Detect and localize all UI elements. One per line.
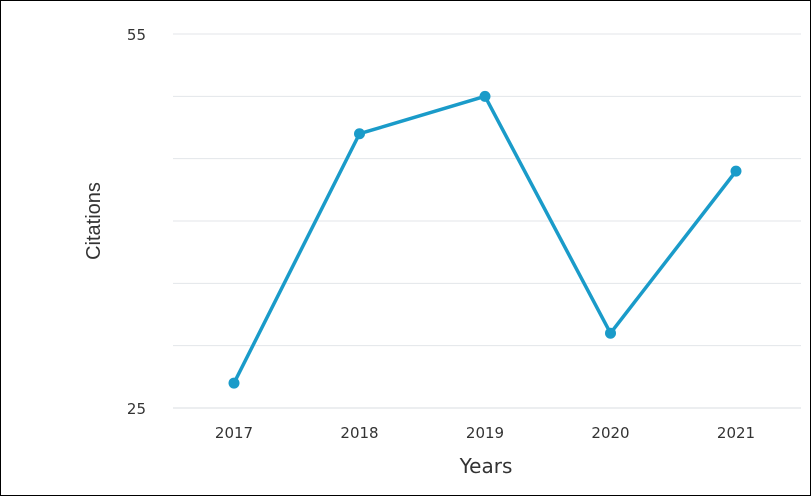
y-tick-label-top: 55 bbox=[127, 26, 146, 44]
data-point[interactable] bbox=[730, 165, 742, 177]
grid-lines bbox=[173, 33, 801, 409]
x-tick-label: 2021 bbox=[717, 424, 755, 442]
x-tick-label: 2020 bbox=[591, 424, 629, 442]
data-point[interactable] bbox=[228, 377, 240, 389]
x-tick-label: 2018 bbox=[340, 424, 378, 442]
data-point[interactable] bbox=[354, 128, 365, 140]
data-point[interactable] bbox=[479, 90, 491, 102]
series-group bbox=[228, 90, 742, 389]
x-tick-label: 2019 bbox=[466, 424, 504, 442]
y-axis-ticks: 55 25 bbox=[127, 26, 146, 418]
x-axis-title: Years bbox=[459, 454, 513, 478]
x-axis-ticks: 2017 2018 2019 2020 2021 bbox=[215, 424, 755, 442]
series-line bbox=[232, 94, 738, 385]
y-tick-label-bottom: 25 bbox=[127, 400, 146, 418]
data-point[interactable] bbox=[605, 327, 616, 339]
x-tick-label: 2017 bbox=[215, 424, 253, 442]
y-axis-title: Citations bbox=[83, 182, 105, 260]
